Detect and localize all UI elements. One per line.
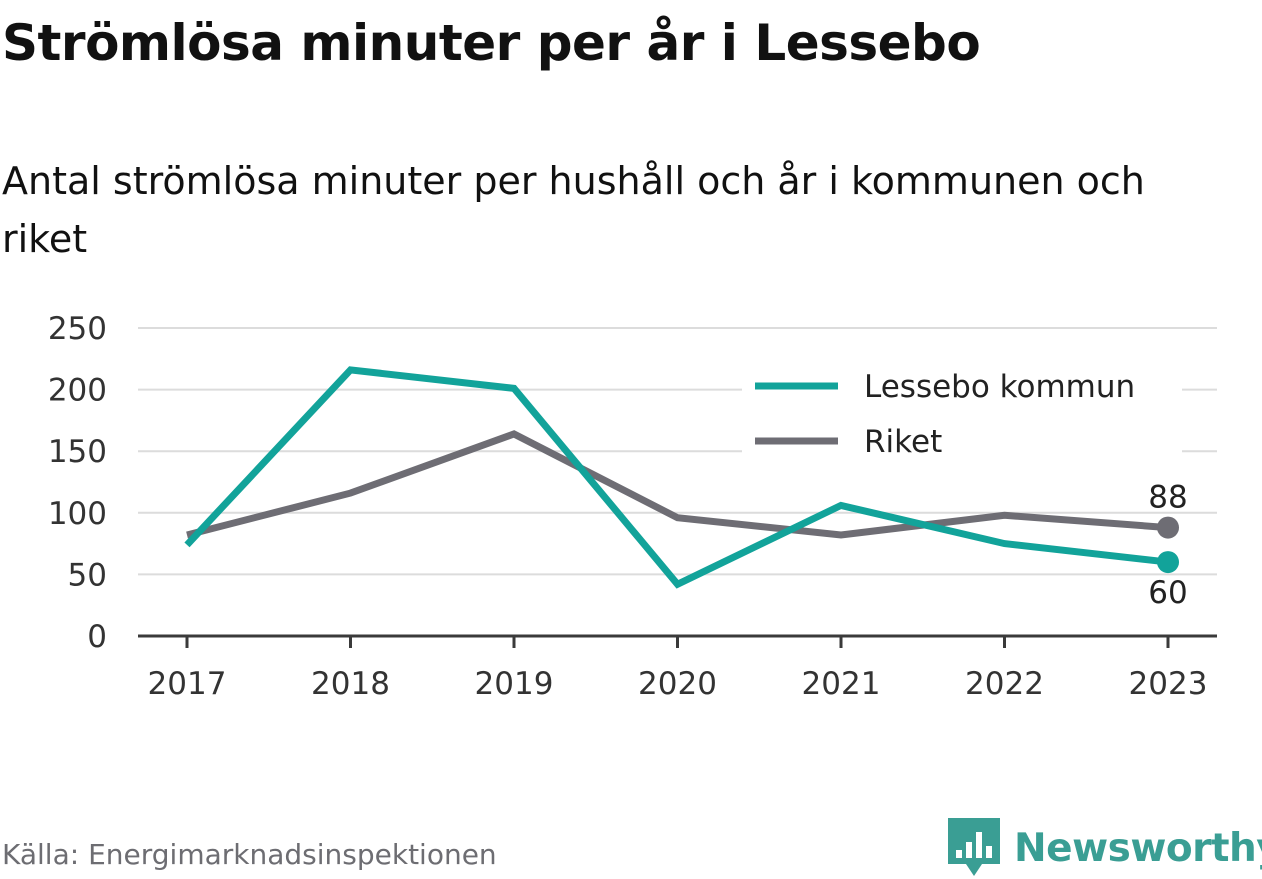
- end-label-riket: 88: [1148, 480, 1187, 516]
- y-axis-ticks: 0 50 100 150 200 250: [48, 311, 107, 655]
- source-note: Källa: Energimarknadsinspektionen: [2, 838, 497, 871]
- x-tick-label: 2018: [311, 666, 390, 702]
- x-tick-label: 2023: [1129, 666, 1208, 702]
- x-tick-label: 2020: [638, 666, 717, 702]
- series-line-riket: [186, 430, 1169, 539]
- y-tick-label: 100: [48, 496, 107, 532]
- end-point-lessebo-kommun: [1157, 551, 1179, 574]
- legend-background: [742, 356, 1182, 466]
- series-line-lessebo-kommun: [184, 366, 1169, 589]
- legend: Lessebo kommun Riket: [742, 356, 1182, 466]
- x-tick-label: 2017: [148, 666, 227, 702]
- newsworthy-logo[interactable]: Newsworthy: [948, 818, 1262, 878]
- y-tick-label: 50: [68, 557, 107, 593]
- legend-label: Lessebo kommun: [864, 369, 1135, 405]
- x-tick-label: 2021: [802, 666, 881, 702]
- y-tick-label: 150: [48, 434, 107, 470]
- x-axis: 2017 2018 2019 2020 2021 2022 2023: [138, 634, 1217, 702]
- x-tick-label: 2022: [965, 666, 1044, 702]
- y-tick-label: 200: [48, 373, 107, 409]
- line-chart: 0 50 100 150 200 250 2017 2018 2019 2020 2021 2022…: [48, 311, 1217, 702]
- chart-title: Strömlösa minuter per år i Lessebo: [2, 14, 981, 72]
- end-point-riket: [1157, 516, 1179, 539]
- y-tick-label: 250: [48, 311, 107, 347]
- newsworthy-logo-icon: [948, 818, 1000, 876]
- legend-label: Riket: [864, 424, 942, 460]
- brand-name: Newsworthy: [1014, 825, 1262, 871]
- series-lines: 88 60: [184, 366, 1188, 611]
- chart-subtitle: Antal strömlösa minuter per hushåll och …: [2, 159, 1145, 261]
- x-tick-label: 2019: [475, 666, 554, 702]
- end-label-lessebo: 60: [1148, 575, 1187, 611]
- y-tick-label: 0: [87, 619, 107, 655]
